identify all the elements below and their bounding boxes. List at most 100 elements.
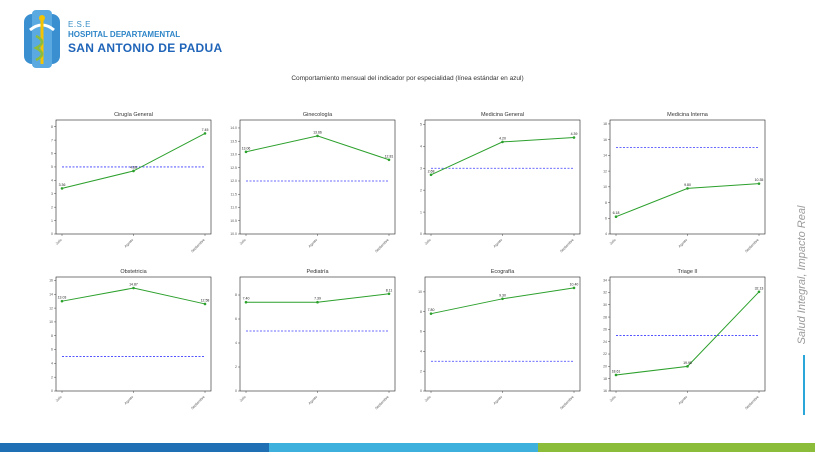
subplot-title: Medicina Interna xyxy=(667,112,709,118)
y-tick-label: 12 xyxy=(603,169,607,173)
y-tick-label: 2 xyxy=(51,375,53,379)
data-point xyxy=(686,187,689,190)
hospital-logo: E.S.E HOSPITAL DEPARTAMENTAL SAN ANTONIO… xyxy=(22,8,242,72)
y-tick-label: 2 xyxy=(51,205,53,209)
subplot-8: Triage II 16 18 20 22 24 26 28 30 32 34 Julio Agosto… xyxy=(603,269,766,411)
y-tick-label: 18 xyxy=(603,122,607,126)
data-label: 7.80 xyxy=(428,308,435,312)
subplot-title: Triage II xyxy=(678,269,698,275)
y-tick-label: 1 xyxy=(51,219,53,223)
data-label: 19.98 xyxy=(683,361,692,365)
slogan-accent-line xyxy=(803,355,805,415)
data-point xyxy=(429,173,433,177)
y-tick-label: 10 xyxy=(418,290,422,294)
plot-frame xyxy=(55,119,212,235)
y-tick-label: 0 xyxy=(420,389,422,393)
data-label: 7.40 xyxy=(243,297,250,301)
data-point xyxy=(244,150,248,154)
subplot-title: Pediatría xyxy=(306,269,329,275)
data-label: 32.13 xyxy=(755,286,764,290)
y-tick-label: 6 xyxy=(51,348,53,352)
y-tick-label: 32 xyxy=(603,291,607,295)
subplot-7: Ecografía 0 2 4 6 8 10 Julio Agosto Septiembre 7.8… xyxy=(418,269,581,411)
x-tick-label: Julio xyxy=(55,395,63,403)
y-tick-label: 16 xyxy=(603,138,607,142)
y-tick-label: 12.0 xyxy=(230,179,237,183)
x-tick-label: Septiembre xyxy=(190,238,206,254)
y-tick-label: 0 xyxy=(51,389,53,393)
x-tick-label: Agosto xyxy=(678,238,689,249)
data-label: 9.80 xyxy=(684,183,691,187)
y-tick-label: 30 xyxy=(603,303,607,307)
y-tick-label: 20 xyxy=(603,365,607,369)
data-point xyxy=(387,292,391,296)
y-tick-label: 14 xyxy=(603,154,607,158)
subplot-2: Ginecología 10.0 10.5 11.0 11.5 12.0 12.5 13.0 1… xyxy=(230,112,396,253)
data-point xyxy=(572,136,576,139)
data-point xyxy=(757,290,761,294)
data-label: 12.58 xyxy=(201,298,210,302)
data-label: 18.61 xyxy=(612,369,621,373)
y-tick-label: 8 xyxy=(420,310,422,314)
data-point xyxy=(757,182,761,185)
y-tick-label: 0 xyxy=(51,232,53,236)
y-tick-label: 13.5 xyxy=(230,139,237,143)
data-point xyxy=(572,286,576,290)
subplot-title: Medicina General xyxy=(481,112,524,118)
data-label: 4.68 xyxy=(130,165,137,169)
x-tick-label: Septiembre xyxy=(559,395,575,411)
x-tick-label: Septiembre xyxy=(374,395,390,411)
y-tick-label: 4 xyxy=(51,179,53,183)
caduceus-emblem-icon xyxy=(24,10,60,68)
x-tick-label: Septiembre xyxy=(744,395,760,411)
series-line xyxy=(245,135,390,161)
y-tick-label: 5 xyxy=(420,123,422,127)
y-tick-label: 2 xyxy=(235,365,237,369)
data-point xyxy=(316,134,319,138)
y-tick-label: 28 xyxy=(603,315,607,319)
data-label: 13.66 xyxy=(313,130,322,134)
y-tick-label: 26 xyxy=(603,328,607,332)
x-tick-label: Agosto xyxy=(124,238,135,249)
y-tick-label: 11.0 xyxy=(230,206,237,210)
y-tick-label: 8 xyxy=(51,125,53,129)
subplot-1: Cirugía General 0 1 2 3 4 5 6 7 8 Julio Agosto Septi… xyxy=(51,112,212,254)
x-tick-label: Septiembre xyxy=(190,395,206,411)
footer-segment-blue xyxy=(0,443,269,452)
x-tick-label: Julio xyxy=(55,238,63,246)
data-label: 8.11 xyxy=(386,288,393,292)
series-line xyxy=(61,132,206,189)
data-label: 4.20 xyxy=(499,136,506,140)
y-tick-label: 0 xyxy=(235,389,237,393)
plot-frame xyxy=(239,276,396,392)
data-label: 2.68 xyxy=(428,169,435,173)
y-tick-label: 10 xyxy=(603,185,607,189)
y-tick-label: 4 xyxy=(605,232,607,236)
y-tick-label: 34 xyxy=(603,278,607,282)
data-label: 12.81 xyxy=(385,154,394,158)
y-tick-label: 8 xyxy=(235,293,237,297)
x-tick-label: Agosto xyxy=(493,395,504,406)
x-tick-label: Julio xyxy=(424,395,432,403)
y-tick-label: 4 xyxy=(420,145,422,149)
logo-name-line: SAN ANTONIO DE PADUA xyxy=(68,41,223,55)
y-tick-label: 2 xyxy=(420,369,422,373)
y-tick-label: 4 xyxy=(235,341,237,345)
footer-color-bar xyxy=(0,443,815,452)
y-tick-label: 1 xyxy=(420,210,422,214)
data-label: 13.03 xyxy=(58,296,67,300)
y-tick-label: 5 xyxy=(51,165,53,169)
data-label: 4.39 xyxy=(571,132,578,136)
y-tick-label: 6 xyxy=(235,317,237,321)
y-tick-label: 6 xyxy=(605,216,607,220)
footer-segment-green xyxy=(537,443,815,452)
x-tick-label: Julio xyxy=(239,238,247,246)
y-tick-label: 14 xyxy=(49,292,53,296)
y-tick-label: 12 xyxy=(49,306,53,310)
subplot-title: Ecografía xyxy=(491,269,515,275)
plot-frame xyxy=(609,276,766,392)
data-label: 7.45 xyxy=(202,128,209,132)
data-point xyxy=(244,300,248,304)
y-tick-label: 11.5 xyxy=(230,192,237,196)
